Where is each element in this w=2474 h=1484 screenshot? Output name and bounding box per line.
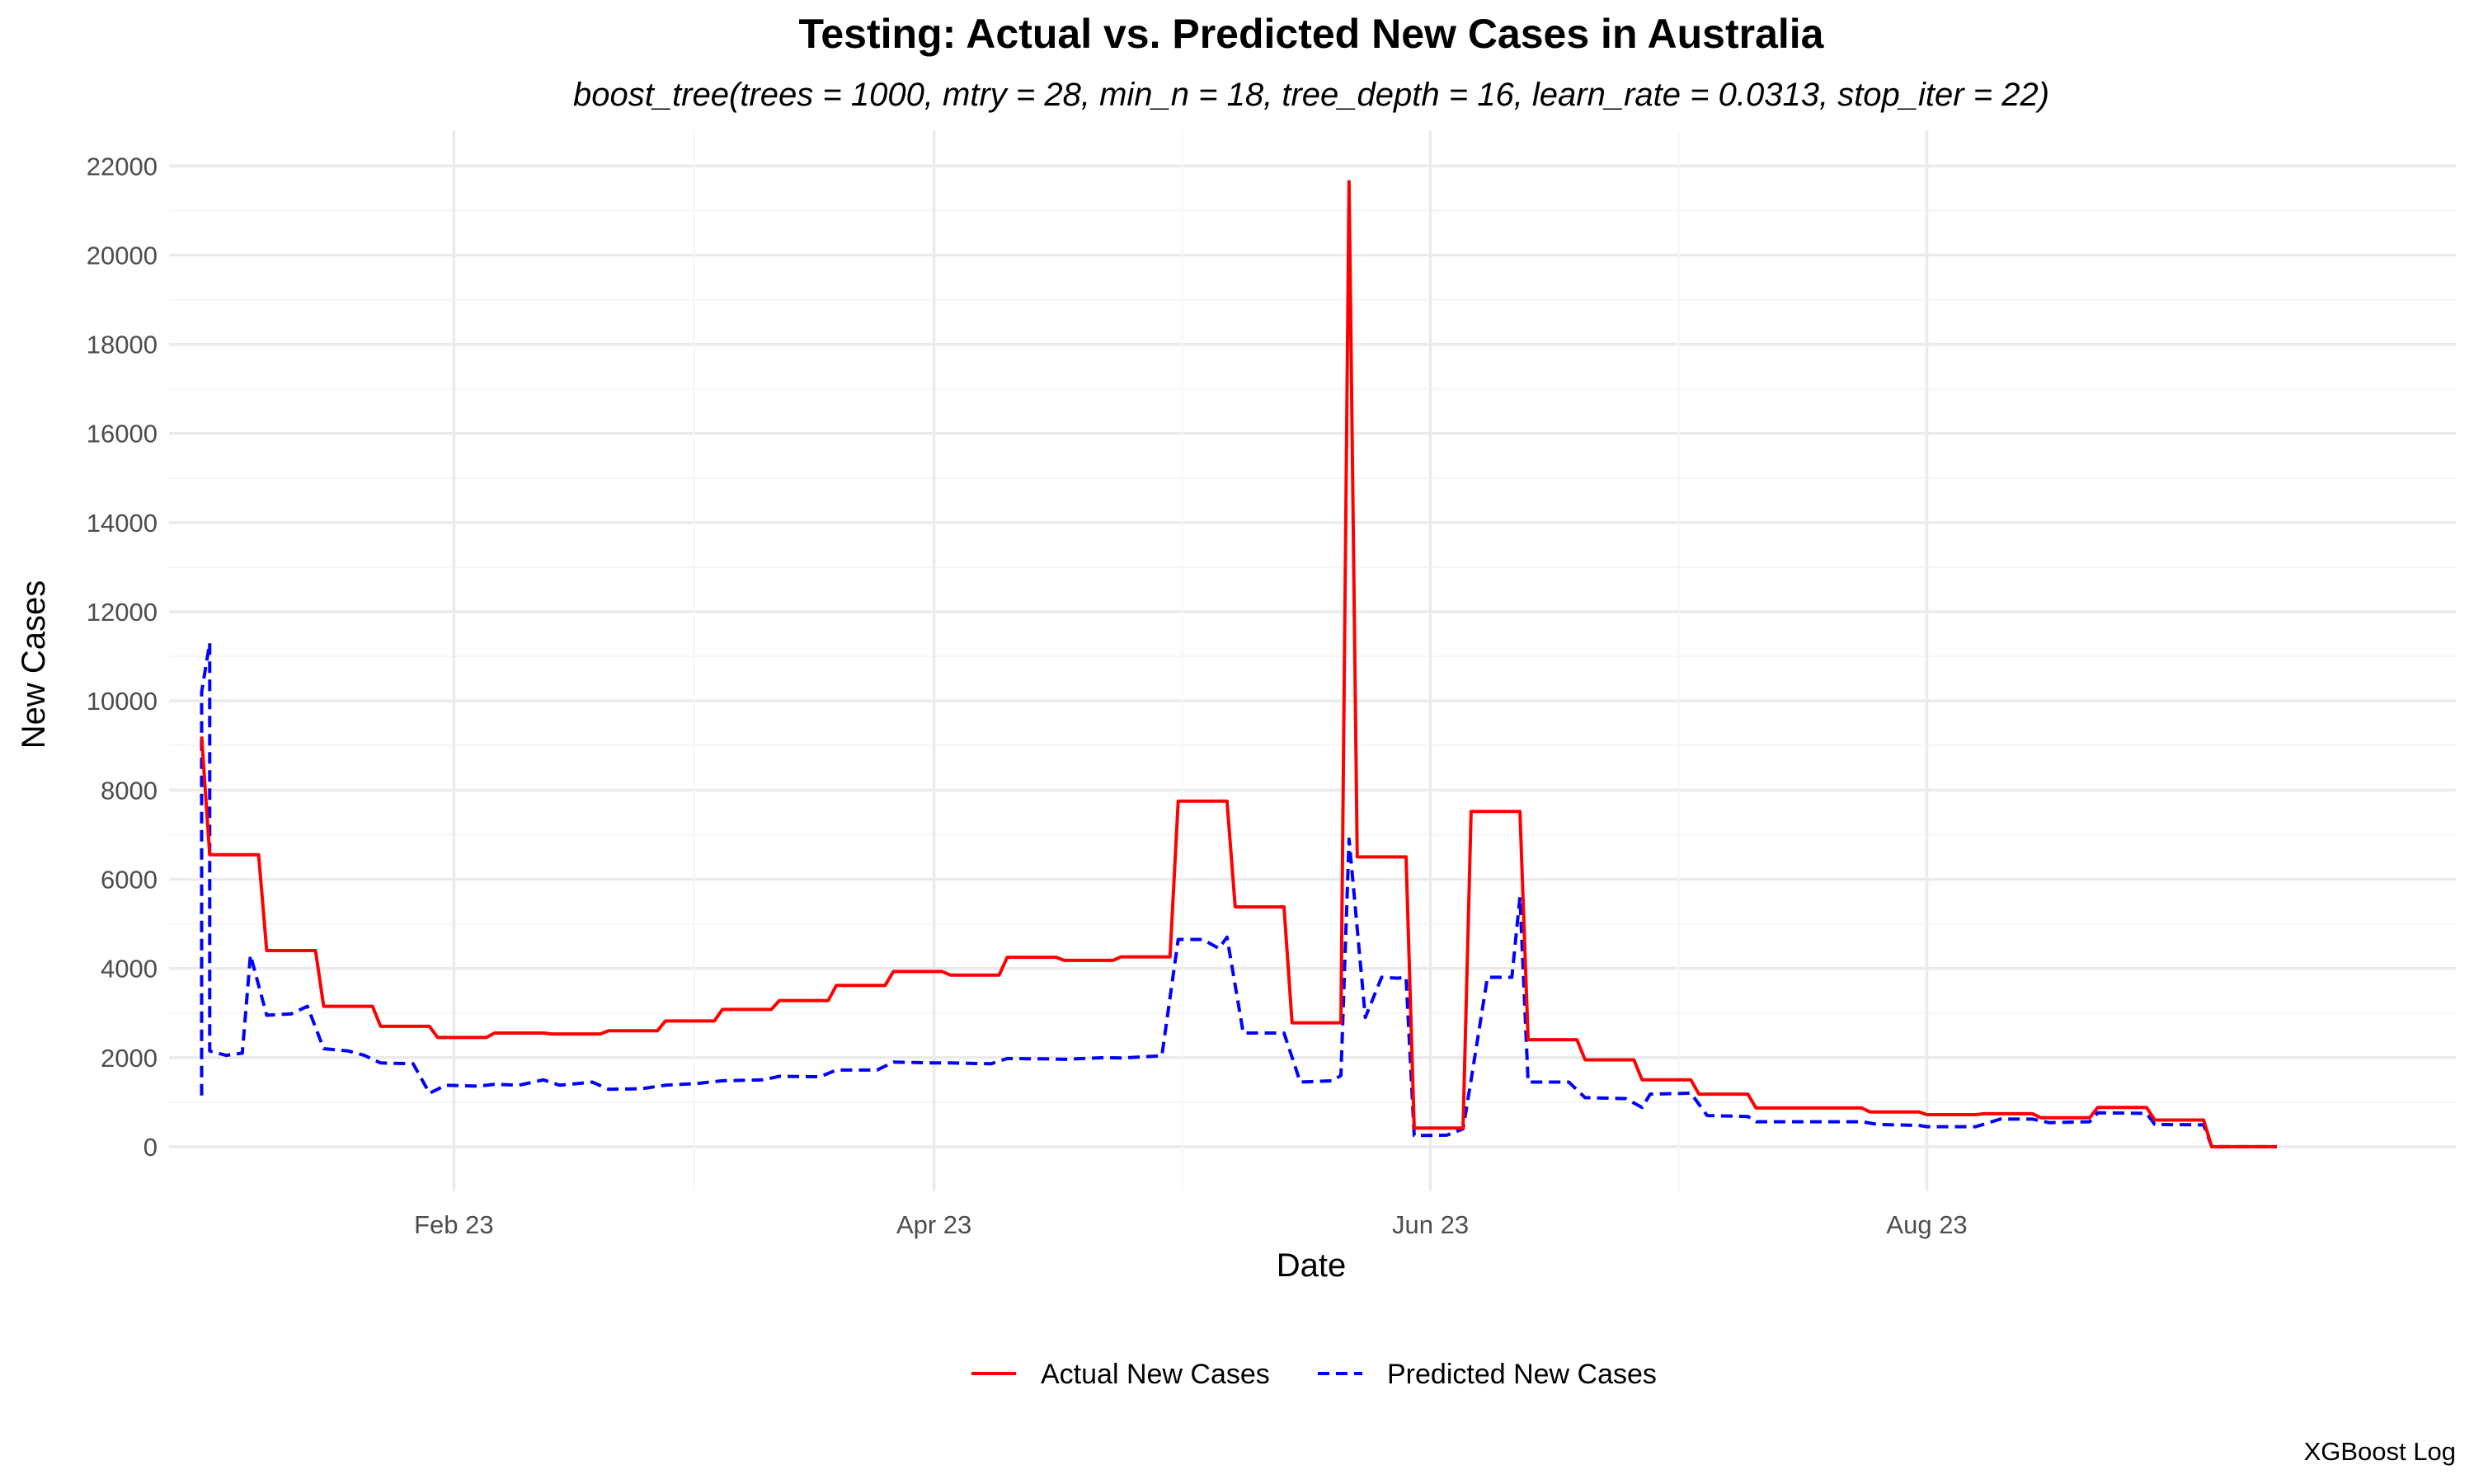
y-tick-label: 14000 (87, 509, 158, 538)
legend-label-predicted: Predicted New Cases (1387, 1359, 1657, 1390)
chart-title: Testing: Actual vs. Predicted New Cases … (799, 11, 1825, 57)
chart-subtitle: boost_tree(trees = 1000, mtry = 28, min_… (573, 77, 2049, 113)
y-tick-label: 4000 (101, 955, 158, 984)
x-tick-label: Apr 23 (896, 1210, 971, 1239)
y-tick-label: 12000 (87, 598, 158, 627)
x-axis-title: Date (1277, 1247, 1347, 1284)
series-line-predicted (200, 641, 2277, 1148)
x-tick-label: Jun 23 (1392, 1210, 1469, 1239)
y-tick-labels: 0 2000 4000 6000 8000 10000 12000 14000 16000 180… (87, 152, 158, 1162)
y-tick-label: 6000 (101, 865, 158, 894)
series-lines (200, 180, 2277, 1148)
y-tick-label: 8000 (101, 776, 158, 805)
series-line-actual (200, 180, 2277, 1148)
y-tick-label: 20000 (87, 241, 158, 270)
y-tick-label: 10000 (87, 687, 158, 716)
y-axis-title: New Cases (16, 580, 52, 749)
x-tick-label: Feb 23 (414, 1210, 494, 1239)
y-tick-label: 0 (143, 1133, 158, 1162)
y-tick-label: 18000 (87, 331, 158, 359)
y-tick-label: 2000 (101, 1044, 158, 1073)
x-tick-labels: Feb 23 Apr 23 Jun 23 Aug 23 (414, 1210, 1968, 1239)
legend-label-actual: Actual New Cases (1041, 1359, 1270, 1390)
legend: Actual New Cases Predicted New Cases (971, 1359, 1657, 1390)
x-tick-label: Aug 23 (1886, 1210, 1967, 1239)
y-tick-label: 22000 (87, 152, 158, 181)
grid (169, 130, 2456, 1191)
y-tick-label: 16000 (87, 420, 158, 448)
chart-caption: XGBoost Log (2304, 1437, 2456, 1466)
